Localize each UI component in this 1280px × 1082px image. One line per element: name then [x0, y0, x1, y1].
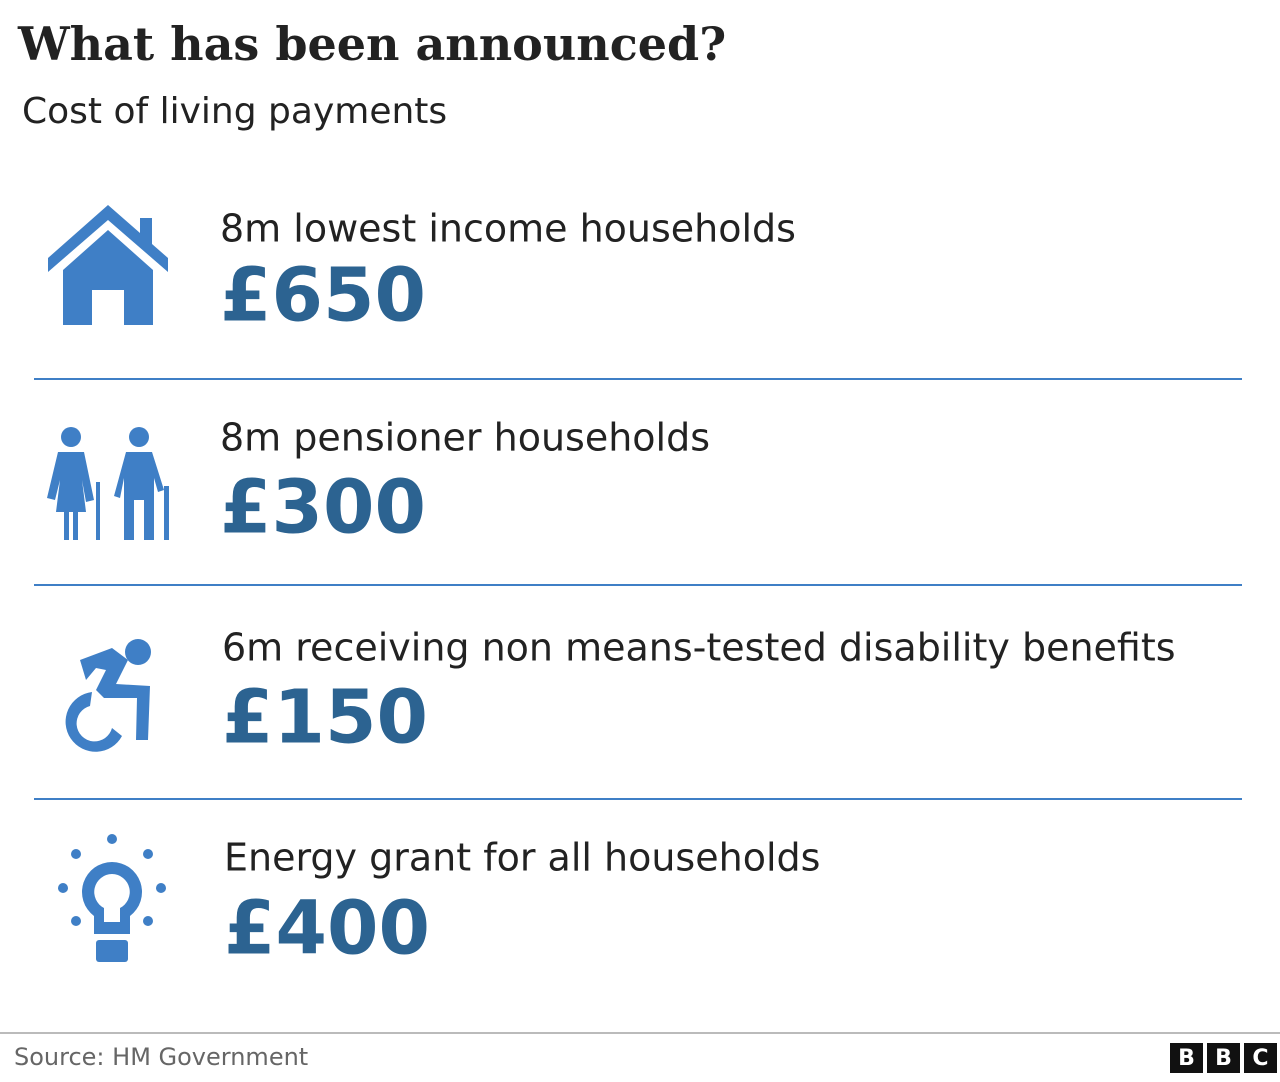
logo-box — [1244, 1043, 1277, 1073]
logo-box — [1170, 1043, 1203, 1073]
item-label: 8m pensioner households — [220, 416, 710, 460]
item-amount: £150 — [222, 675, 428, 761]
logo-box — [1207, 1043, 1240, 1073]
item-label: 8m lowest income households — [220, 207, 796, 251]
rows: 8m lowest income households£650 8m pensio… — [220, 207, 1176, 972]
house-icon — [48, 205, 168, 325]
subtitle: Cost of living payments — [22, 91, 447, 132]
item-label: Energy grant for all households — [224, 836, 820, 880]
item-amount: £300 — [220, 465, 426, 551]
item-amount: £400 — [224, 886, 430, 972]
title: What has been announced? — [17, 17, 726, 71]
logo-letter: C — [1252, 1046, 1268, 1071]
item-amount: £650 — [220, 253, 426, 339]
pensioners-icon — [47, 427, 169, 540]
item-label: 6m receiving non means-tested disability… — [222, 626, 1176, 670]
bulb-icon — [58, 834, 166, 962]
logo-letter: B — [1178, 1046, 1195, 1071]
source: Source: HM Government — [14, 1043, 308, 1071]
logo-letter: B — [1215, 1046, 1232, 1071]
wheelchair-icon — [65, 639, 151, 752]
